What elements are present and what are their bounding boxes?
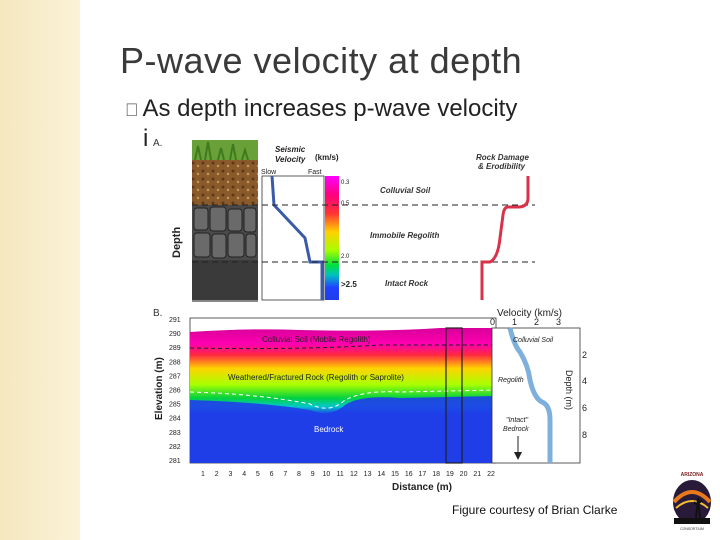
depth-tick-2: 2 [582,350,587,360]
x-tick-10: 10 [323,471,331,478]
x-tick-2: 2 [215,471,219,478]
x-tick-18: 18 [432,471,440,478]
regolith-stones [193,206,257,259]
arizona-consortium-logo-icon: ARIZONA CONSORTIUM [668,468,716,534]
x-tick-12: 12 [350,471,358,478]
scale-tick-1: 0.5 [341,201,350,207]
slow-label: Slow [261,169,277,176]
profile-arrow-head-icon [514,452,522,460]
velocity-plot-box [261,175,325,301]
depth-label: Depth [171,227,183,258]
y-tick-labels: 291 290 289 288 287 286 285 284 283 282 281 [169,317,181,465]
x-tick-11: 11 [337,471,344,478]
y-tick-284: 284 [169,416,181,423]
x-tick-21: 21 [473,471,481,478]
profile-label-intact: "Intact" [506,417,529,424]
svg-text:ARIZONA: ARIZONA [681,472,704,478]
profile-label-bedrock: Bedrock [503,426,529,433]
panel-b: B. Colluvial Soil (Mobile Regolith) Weat… [153,308,587,493]
zone-colluvial: Colluvial Soil (Mobile Regolith) [262,335,371,344]
x-tick-22: 22 [487,471,495,478]
zone-bedrock: Bedrock [314,425,344,434]
x-tick-1: 1 [201,471,205,478]
seismic-velocity-line [270,175,324,300]
scale-tick-3: >2.5 [341,280,357,289]
depth-tick-4: 4 [582,376,587,386]
svg-text:CONSORTIUM: CONSORTIUM [680,527,704,531]
layer-immobile-regolith: Immobile Regolith [370,231,439,240]
rock-damage-line [480,176,530,300]
figure-caption: Figure courtesy of Brian Clarke [452,503,618,517]
profile-label-regolith: Regolith [498,377,524,384]
profile-velocity-line [507,327,553,463]
x-tick-7: 7 [283,471,287,478]
y-tick-290: 290 [169,331,181,338]
x-tick-15: 15 [391,471,399,478]
depth-tick-6: 6 [582,403,587,413]
velocity-title-1: Seismic [275,145,306,154]
x-tick-16: 16 [405,471,413,478]
y-tick-281: 281 [169,458,181,465]
x-tick-17: 17 [419,471,427,478]
layer-intact-rock: Intact Rock [385,279,429,288]
profile-tick-1: 1 [512,317,517,327]
profile-tick-3: 3 [556,317,561,327]
distance-axis-label: Distance (m) [392,482,452,493]
profile-title: Velocity (km/s) [497,308,562,319]
velocity-unit: (km/s) [315,153,339,162]
damage-title-1: Rock Damage [476,153,529,162]
panel-b-label: B. [153,308,162,319]
elevation-axis-label: Elevation (m) [154,357,165,420]
x-tick-13: 13 [364,471,372,478]
profile-tick-0: 0 [490,317,495,327]
profile-depth-label: Depth (m) [564,370,574,410]
panel-a: A. Depth Seismic Velocity (km/s) Slow Fa… [153,138,535,302]
profile-label-soil: Colluvial Soil [513,337,554,344]
bullet-marker-icon:  [125,100,139,120]
damage-title-2: & Erodibility [478,162,526,171]
y-tick-285: 285 [169,402,181,409]
x-tick-4: 4 [242,471,246,478]
x-tick-5: 5 [256,471,260,478]
x-tick-9: 9 [311,471,315,478]
y-tick-282: 282 [169,444,181,451]
zone-weathered: Weathered/Fractured Rock (Regolith or Sa… [228,373,404,382]
velocity-title-2: Velocity [275,155,306,164]
scale-tick-2: 2.0 [341,254,350,260]
x-tick-8: 8 [297,471,301,478]
x-tick-labels: 1 2 3 4 5 6 7 8 9 10 11 12 13 14 15 16 17 18 19 20 21 22 [201,471,495,478]
depth-tick-8: 8 [582,430,587,440]
y-tick-283: 283 [169,430,181,437]
profile-location-box [445,327,463,464]
scale-tick-0: 0.3 [341,180,350,186]
y-tick-291: 291 [169,317,181,324]
x-tick-19: 19 [446,471,454,478]
profile-tick-2: 2 [534,317,539,327]
bullet-line: As depth increases p-wave velocity [125,95,517,123]
velocity-colorscale [325,176,339,300]
intact-rock-block [192,260,258,300]
bedrock-zone [190,396,496,463]
fast-label: Fast [308,169,322,176]
colluvial-soil-block [192,160,258,205]
x-tick-20: 20 [460,471,468,478]
y-tick-288: 288 [169,359,181,366]
bedrock-boundary-b [189,389,497,409]
x-tick-3: 3 [228,471,232,478]
y-tick-289: 289 [169,345,181,352]
bullet-continuation: i [143,125,149,149]
bullet-text: As depth increases p-wave velocity [129,95,518,122]
layer-colluvial-soil: Colluvial Soil [380,186,431,195]
slide-title: P-wave velocity at depth [120,40,523,81]
y-tick-286: 286 [169,388,181,395]
soil-boundary-b [189,344,496,350]
panel-a-label: A. [153,138,162,149]
x-tick-6: 6 [270,471,274,478]
y-tick-287: 287 [169,373,181,380]
x-tick-14: 14 [377,471,385,478]
grass-blades [194,141,249,161]
slide-left-bar [0,0,80,540]
